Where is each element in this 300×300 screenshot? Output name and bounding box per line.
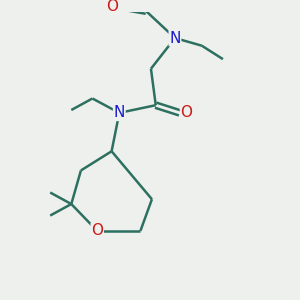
Text: O: O — [91, 224, 103, 238]
Text: N: N — [169, 31, 181, 46]
Text: N: N — [114, 105, 125, 120]
Text: O: O — [106, 0, 119, 14]
Text: O: O — [181, 105, 193, 120]
